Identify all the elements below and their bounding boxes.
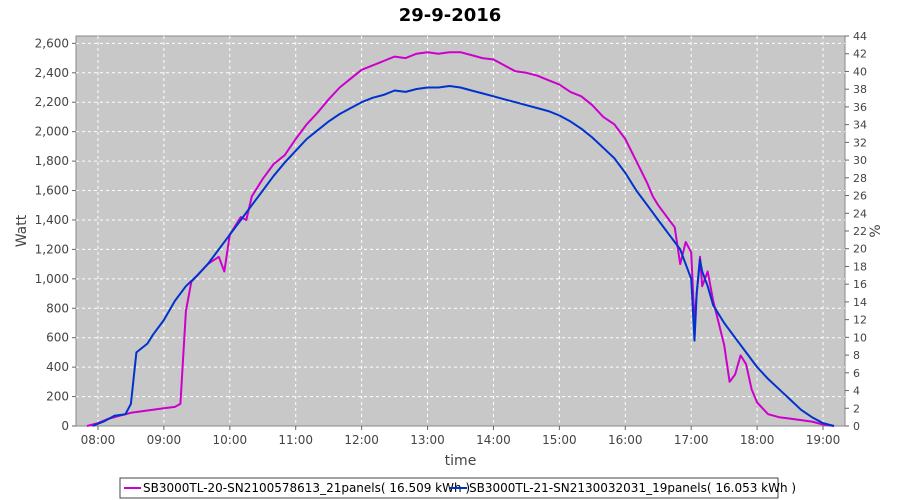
x-tick-label: 14:00: [476, 433, 511, 447]
y2-tick-label: 34: [853, 119, 867, 132]
y2-tick-label: 30: [853, 154, 867, 167]
x-tick-label: 16:00: [608, 433, 643, 447]
legend-entry-series-1: SB3000TL-20-SN2100578613_21panels( 16.50…: [143, 481, 470, 495]
y2-tick-label: 20: [853, 243, 867, 256]
y2-tick-label: 18: [853, 260, 867, 273]
y-tick-label: 2,000: [35, 125, 69, 139]
y2-tick-label: 2: [853, 402, 860, 415]
x-tick-label: 18:00: [740, 433, 775, 447]
x-tick-label: 13:00: [410, 433, 445, 447]
y-tick-label: 1,000: [35, 272, 69, 286]
legend: SB3000TL-20-SN2100578613_21panels( 16.50…: [119, 477, 796, 499]
y-tick-label: 0: [61, 419, 69, 433]
y2-tick-label: 42: [853, 48, 867, 61]
y-axis-label: Watt: [14, 214, 30, 247]
y-tick-label: 2,400: [35, 66, 69, 80]
series-line-2: [92, 85, 835, 427]
y2-tick-label: 8: [853, 349, 860, 362]
x-tick-label: 19:00: [806, 433, 841, 447]
y2-tick-label: 6: [853, 367, 860, 380]
y-tick-label: 1,400: [35, 213, 69, 227]
y2-tick-label: 36: [853, 101, 867, 114]
chart-title: 29-9-2016: [399, 5, 502, 26]
y2-tick-label: 4: [853, 385, 860, 398]
y2-tick-label: 10: [853, 331, 867, 344]
x-tick-label: 15:00: [542, 433, 577, 447]
x-tick-label: 11:00: [278, 433, 313, 447]
axes: 02004006008001,0001,2001,4001,6001,8002,…: [35, 30, 867, 447]
y-tick-label: 1,200: [35, 242, 69, 256]
series-line-1: [86, 51, 835, 427]
y2-tick-label: 28: [853, 172, 867, 185]
legend-entry-series-2: SB3000TL-21-SN2130032031_19panels( 16.05…: [469, 481, 796, 495]
y-tick-label: 800: [46, 301, 69, 315]
x-axis-label: time: [445, 453, 477, 469]
y-tick-label: 2,200: [35, 95, 69, 109]
y2-tick-label: 12: [853, 314, 867, 327]
y-tick-label: 400: [46, 360, 69, 374]
y2-tick-label: 44: [853, 30, 867, 43]
plot-area: [75, 35, 846, 427]
y2-tick-label: 16: [853, 278, 867, 291]
y-tick-label: 1,600: [35, 184, 69, 198]
y2-tick-label: 14: [853, 296, 867, 309]
y2-tick-label: 38: [853, 83, 867, 96]
y-tick-label: 2,600: [35, 36, 69, 50]
y2-tick-label: 26: [853, 190, 867, 203]
x-tick-label: 17:00: [674, 433, 709, 447]
series-lines: [86, 51, 835, 427]
x-tick-label: 08:00: [81, 433, 116, 447]
y-tick-label: 1,800: [35, 154, 69, 168]
y-tick-label: 200: [46, 390, 69, 404]
x-tick-label: 09:00: [147, 433, 182, 447]
y2-tick-label: 40: [853, 65, 867, 78]
y-tick-label: 600: [46, 331, 69, 345]
y2-tick-label: 22: [853, 225, 867, 238]
y2-axis-label: %: [868, 224, 884, 237]
legend-box: [119, 477, 779, 499]
x-tick-label: 10:00: [213, 433, 248, 447]
x-tick-label: 12:00: [344, 433, 379, 447]
y2-tick-label: 24: [853, 207, 867, 220]
y2-tick-label: 0: [853, 420, 860, 433]
y2-tick-label: 32: [853, 136, 867, 149]
grid-lines: [76, 36, 845, 426]
